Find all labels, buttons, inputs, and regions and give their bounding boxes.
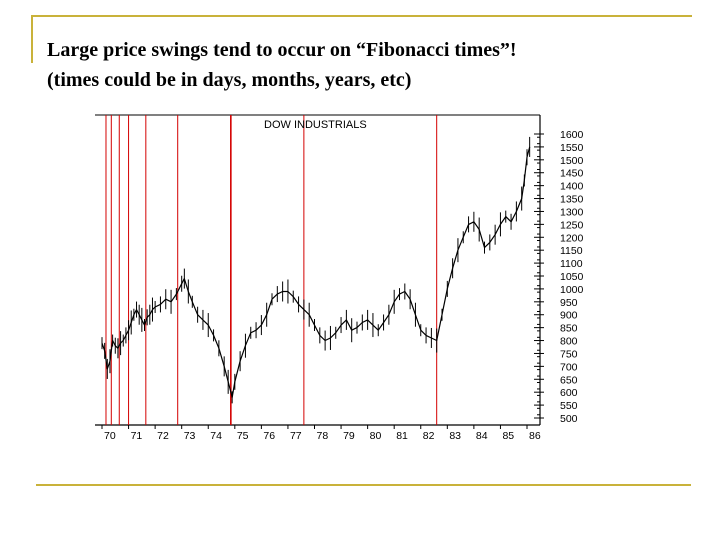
y-tick-label: 1250 xyxy=(560,219,584,231)
price-series xyxy=(101,136,531,404)
chart-title: DOW INDUSTRIALS xyxy=(264,119,367,131)
x-tick-label: 84 xyxy=(476,430,488,442)
y-tick-label: 1050 xyxy=(560,271,584,283)
y-tick-label: 1350 xyxy=(560,194,584,206)
y-tick-label: 1600 xyxy=(560,129,584,141)
y-tick-label: 1300 xyxy=(560,206,584,218)
y-tick-label: 900 xyxy=(560,310,578,322)
bottom-rule xyxy=(36,484,691,486)
y-tick-label: 500 xyxy=(560,413,578,425)
slide-title-line-1: Large price swings tend to occur on “Fib… xyxy=(47,39,517,61)
y-tick-label: 600 xyxy=(560,387,578,399)
x-tick-label: 73 xyxy=(184,430,196,442)
x-tick-label: 82 xyxy=(423,430,435,442)
x-tick-label: 75 xyxy=(237,430,249,442)
y-axis-ticks: 5005506006507007508008509009501000105011… xyxy=(534,129,584,425)
y-tick-label: 950 xyxy=(560,297,578,309)
x-tick-label: 79 xyxy=(343,430,355,442)
y-tick-label: 1000 xyxy=(560,284,584,296)
y-tick-label: 650 xyxy=(560,374,578,386)
x-tick-label: 81 xyxy=(396,430,408,442)
y-tick-label: 750 xyxy=(560,348,578,360)
y-tick-label: 850 xyxy=(560,323,578,335)
x-tick-label: 78 xyxy=(317,430,329,442)
y-tick-label: 1550 xyxy=(560,142,584,154)
y-tick-label: 1450 xyxy=(560,168,584,180)
x-tick-label: 86 xyxy=(529,430,541,442)
dow-chart: 70 71 72 73 74 75 76 77 78 79 80 81 82 83 84 85 86 500 55… xyxy=(90,108,600,445)
slide-title-line-2: (times could be in days, months, years, … xyxy=(47,69,412,91)
x-tick-label: 71 xyxy=(131,430,143,442)
plot-frame xyxy=(95,115,540,425)
x-tick-label: 72 xyxy=(157,430,169,442)
y-tick-label: 1400 xyxy=(560,181,584,193)
x-tick-label: 80 xyxy=(370,430,382,442)
y-tick-label: 1100 xyxy=(560,258,583,270)
x-axis-ticks: 70 71 72 73 74 75 76 77 78 79 80 81 82 83 84 85 86 xyxy=(101,425,541,442)
y-tick-label: 800 xyxy=(560,336,578,348)
x-tick-label: 85 xyxy=(502,430,514,442)
chart-svg: 70 71 72 73 74 75 76 77 78 79 80 81 82 83 84 85 86 50055… xyxy=(95,114,584,442)
x-tick-label: 74 xyxy=(210,430,222,442)
left-rule xyxy=(31,15,33,63)
y-tick-label: 700 xyxy=(560,361,578,373)
x-tick-label: 77 xyxy=(290,430,302,442)
y-tick-label: 1200 xyxy=(560,232,584,244)
fibonacci-lines xyxy=(105,115,438,425)
y-tick-label: 550 xyxy=(560,400,578,412)
x-tick-label: 70 xyxy=(104,430,116,442)
y-tick-label: 1150 xyxy=(560,245,583,257)
x-tick-label: 76 xyxy=(263,430,275,442)
y-tick-label: 1500 xyxy=(560,155,584,167)
x-tick-label: 83 xyxy=(449,430,461,442)
top-rule xyxy=(32,15,692,17)
